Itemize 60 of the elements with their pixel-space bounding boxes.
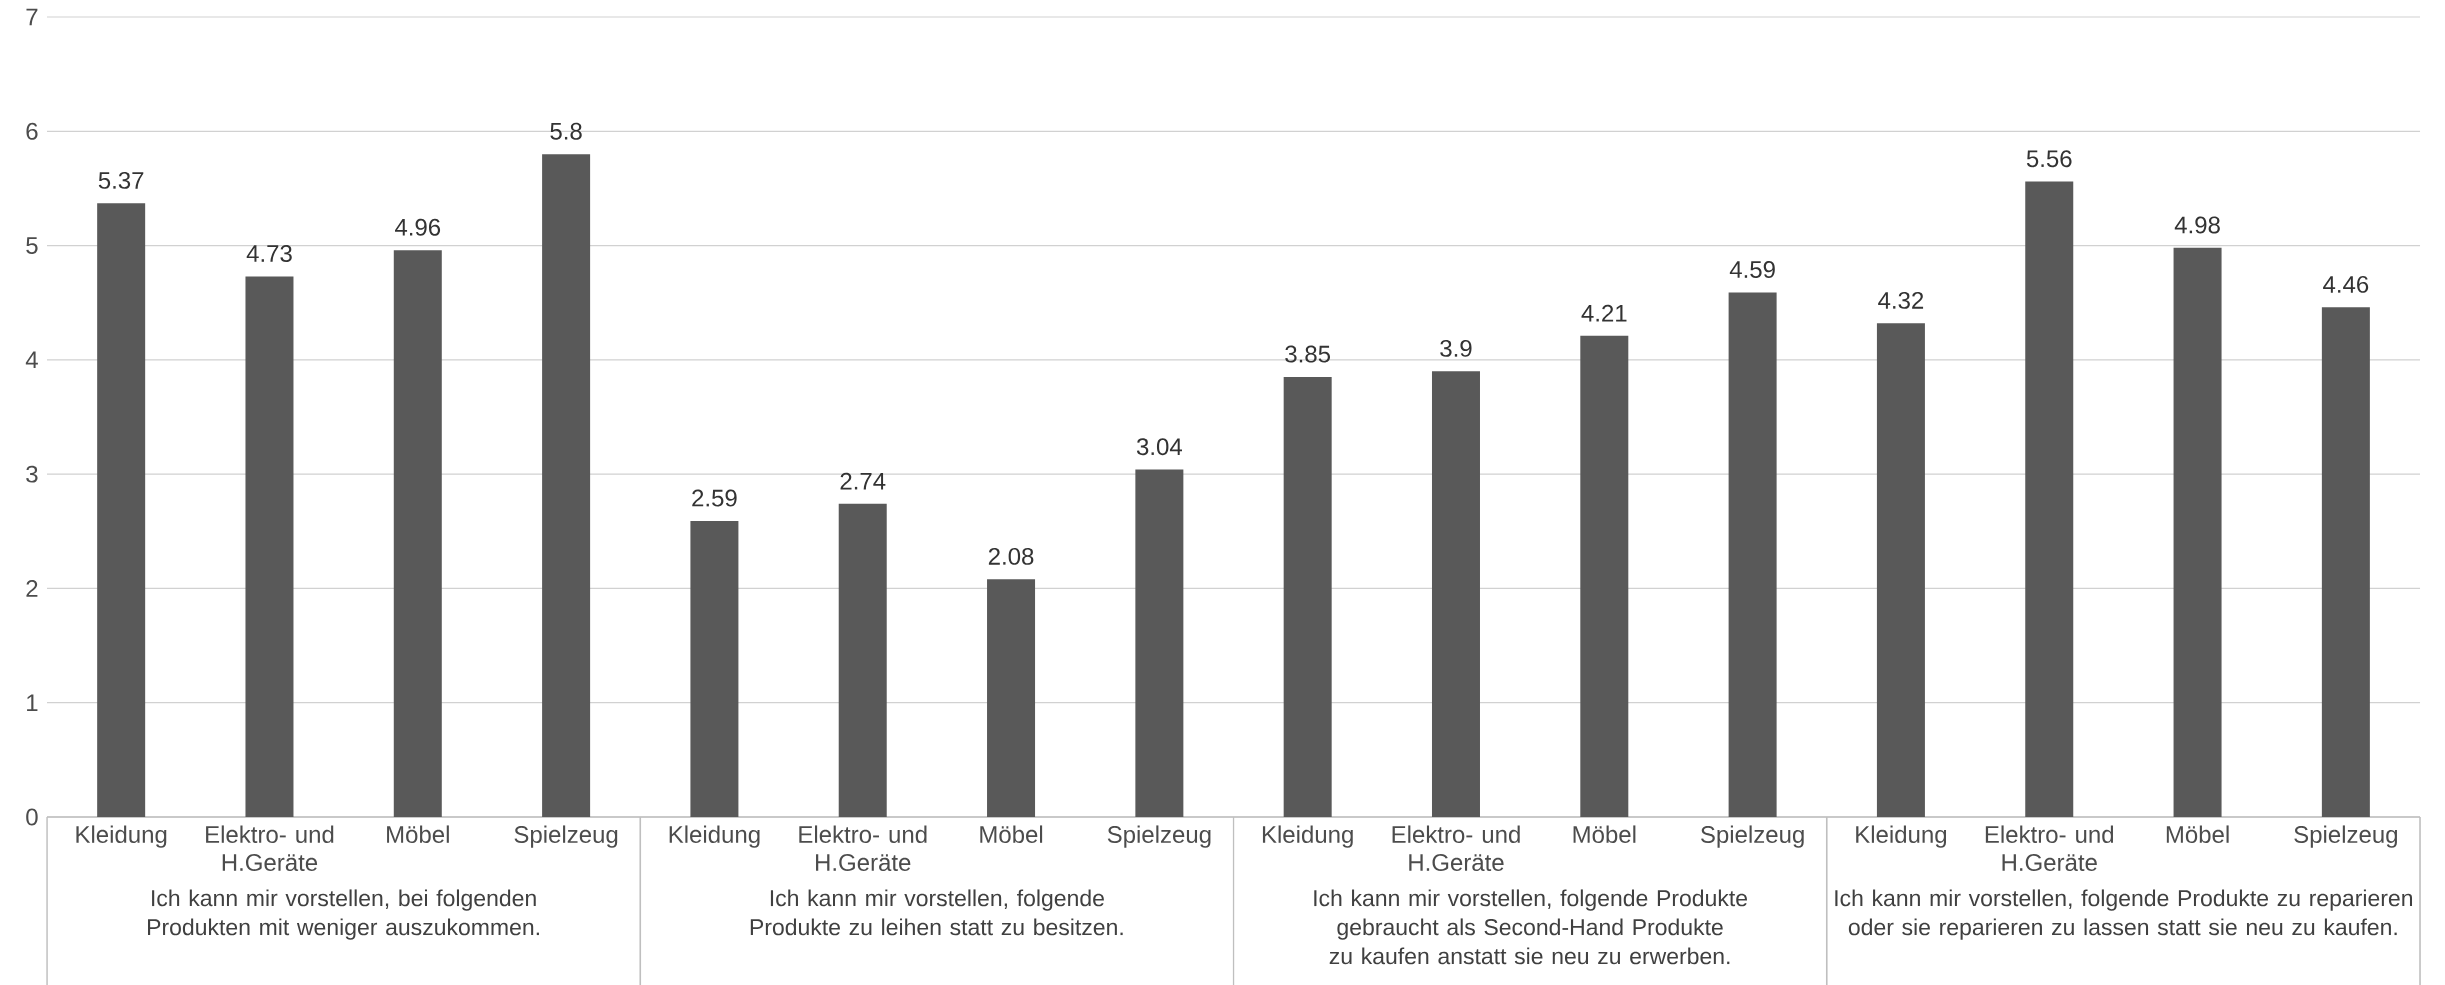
data-label: 4.32 [1878,291,1924,309]
x-tick-label: Elektro- und H.Geräte [1392,825,1520,872]
text: Ich kann mir vorstellen, bei folgenden Produkten mit weniger auszukommen. [148,889,539,940]
data-label: 3.9 [1440,339,1472,357]
bar [2173,247,2222,817]
y-tick-label: 3 [26,465,38,483]
data-label: 4.59 [1729,261,1775,279]
data-label: 2.08 [988,547,1034,565]
x-tick-label: Elektro- und H.Geräte [206,825,334,872]
bar [987,579,1036,817]
x-tick-label: Kleidung [1262,825,1353,848]
x-tick-label: Möbel [387,825,449,844]
x-tick-label: Kleidung [1856,825,1947,848]
y-tick-label: 6 [26,122,38,140]
x-tick-label: Möbel [980,825,1043,844]
data-label: 2.59 [692,489,737,507]
data-label: 5.56 [2026,150,2072,168]
bar [542,154,591,817]
data-label: 3.04 [1136,438,1182,456]
bar [1580,335,1629,817]
data-label: 5.37 [98,171,144,189]
data-label: 4.21 [1581,304,1627,322]
data-label: 2.74 [840,472,886,490]
bar [1431,371,1480,817]
bar [97,203,146,817]
y-tick-label: 2 [26,580,38,597]
x-tick-label: Spielzeug [2294,825,2397,848]
y-tick-label: 1 [27,694,38,711]
bar [690,521,739,817]
x-tick-label: Kleidung [669,825,760,848]
data-label: 4.73 [246,245,292,263]
data-label: 4.96 [395,218,441,236]
text: Ich kann mir vorstellen, folgende Produkte gebraucht als Second-Hand Produkte zu kaufen anstatt sie neu zu erwerben. [1314,889,1748,965]
x-tick-label: Möbel [1573,825,1636,844]
bar [2025,181,2074,817]
x-tick-label: Spielzeug [1701,825,1804,848]
y-tick-label: 7 [26,8,38,26]
text: Ich kann mir vorstellen, folgende Produkte zu reparieren oder sie reparieren zu lassen statt sie neu zu kaufen. [1835,889,2413,940]
x-tick-label: Kleidung [76,825,167,848]
x-tick-label: Möbel [2166,825,2229,844]
x-tick-label: Spielzeug [514,825,618,848]
data-label: 5.8 [550,122,582,140]
bar [1876,323,1925,817]
bar [1283,376,1332,817]
bar [2321,307,2370,817]
y-tick-label: 4 [25,351,38,369]
x-tick-label: Spielzeug [1107,825,1211,848]
data-label: 4.46 [2323,275,2369,293]
bar [393,250,442,817]
bar [1135,469,1184,817]
bar [1728,292,1777,817]
text: Ich kann mir vorstellen, folgende Produkte zu leihen statt zu besitzen. [750,889,1123,936]
y-tick-label: 5 [26,237,38,254]
bar [245,276,294,817]
data-label: 3.85 [1285,345,1331,363]
data-label: 4.98 [2174,216,2220,234]
x-tick-label: Elektro- und H.Geräte [799,825,927,872]
bar [838,503,887,817]
x-tick-label: Elektro- und H.Geräte [1985,825,2114,872]
y-tick-label: 0 [26,808,38,826]
